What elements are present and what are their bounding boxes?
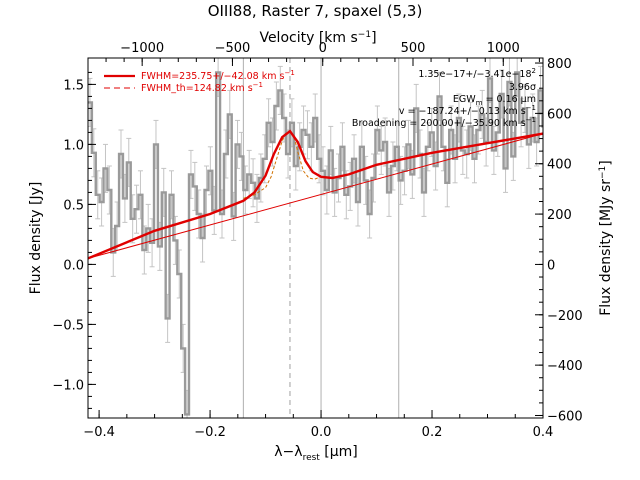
x2-axis-label: Velocity [km s−1] [259, 30, 376, 46]
annotation-broadening: Broadening = 200.00+/−35.90 km s−1 [352, 116, 536, 129]
y-tick-label: −1.0 [52, 378, 84, 393]
x-axis-label: λ−λrest [μm] [274, 444, 358, 463]
x-tick-label: 0.0 [311, 425, 332, 440]
x2-tick-label: −500 [215, 41, 251, 56]
y2-axis-label: Flux density [MJy sr−1] [598, 160, 614, 316]
x2-tick-label: 1000 [487, 41, 520, 56]
x2-tick-label: −1000 [120, 41, 164, 56]
continuum-line [88, 133, 543, 259]
axes-layer: −0.4 −0.2 0.0 0.2 0.4 −1000 −500 0 500 1000 −1.0 −0… [52, 41, 582, 440]
plot-frame [87, 57, 544, 419]
y-tick-label: −0.5 [52, 318, 84, 333]
x-tick-label: −0.4 [83, 425, 115, 440]
y2-tick-label: 200 [547, 208, 572, 223]
legend-label-fwhm: FWHM=235.75+/−42.08 km s−1 [141, 69, 295, 82]
x-tick-label: −0.2 [194, 425, 226, 440]
legend-label-fwhm-th: FWHM_th=124.82 km s−1 [141, 81, 263, 94]
y2-tick-label: 0 [547, 258, 555, 273]
y2-tick-label: 600 [547, 107, 572, 122]
annotation-velocity: v = −187.24+/−0.13 km s−1 [399, 104, 536, 117]
y2-tick-label: 800 [547, 57, 572, 72]
x2-axis-label-sup: −1 [358, 30, 371, 40]
y-tick-label: 0.0 [63, 258, 84, 273]
annotation-sigma: 3.96σ [509, 82, 536, 93]
y2-tick-label: −600 [547, 409, 583, 424]
annotation-flux: 1.35e−17+/−3.41e−182 [418, 67, 536, 80]
y2-tick-label: −200 [547, 309, 583, 324]
y2-tick-label: −400 [547, 359, 583, 374]
x-axis-label-sub: rest [303, 453, 321, 463]
y-tick-label: 1.0 [63, 138, 84, 153]
fitted-model-line [88, 129, 543, 260]
fit-annotations: 1.35e−17+/−3.41e−182 3.96σ EGWm = 0.16 μ… [352, 67, 536, 129]
legend: FWHM=235.75+/−42.08 km s−1 FWHM_th=124.8… [104, 69, 295, 94]
y-tick-label: 1.5 [63, 78, 84, 93]
observed-spectrum-line [88, 71, 543, 416]
x2-tick-label: 0 [319, 41, 327, 56]
chart-title: OIII88, Raster 7, spaxel (5,3) [208, 2, 423, 20]
x2-tick-label: 500 [401, 41, 426, 56]
y-axis-label: Flux density [Jy] [28, 182, 44, 295]
x-tick-label: 0.2 [422, 425, 443, 440]
y-tick-label: 0.5 [63, 198, 84, 213]
y2-axis-label-sup: −1 [598, 166, 608, 179]
y2-tick-label: 400 [547, 158, 572, 173]
annotation-egw: EGWm = 0.16 μm [453, 94, 536, 107]
data-layer [88, 58, 543, 418]
x-tick-label: 0.4 [533, 425, 554, 440]
